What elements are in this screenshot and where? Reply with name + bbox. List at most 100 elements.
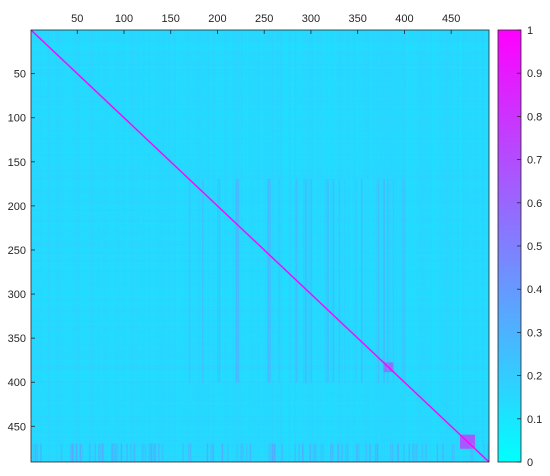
- heatmap-region-stripe: [240, 443, 242, 462]
- heatmap-row-stripe: [31, 172, 489, 174]
- heatmap-region-stripe: [325, 178, 327, 383]
- heatmap-row-stripe: [31, 151, 489, 153]
- heatmap-row-stripe: [31, 220, 489, 222]
- heatmap-column-stripe: [322, 30, 324, 462]
- heatmap-row-stripe: [31, 268, 489, 270]
- heatmap-region-stripe: [102, 443, 104, 462]
- heatmap-row-stripe: [31, 413, 489, 415]
- heatmap-region-stripe: [309, 443, 311, 462]
- heatmap-column-stripe: [213, 30, 215, 462]
- heatmap-column-stripe: [95, 30, 97, 462]
- x-tick-label: 50: [71, 13, 83, 25]
- heatmap-region-stripe: [202, 178, 204, 383]
- heatmap-region-stripe: [470, 443, 472, 462]
- heatmap-region-stripe: [98, 443, 100, 462]
- x-tick-label: 350: [348, 13, 366, 25]
- heatmap-region-stripe: [294, 443, 296, 462]
- heatmap-column-stripe: [451, 30, 453, 462]
- heatmap-region-stripe: [377, 178, 380, 383]
- heatmap-row-stripe: [31, 178, 489, 180]
- heatmap-region-stripe: [397, 443, 399, 462]
- heatmap-region-stripe: [403, 178, 406, 383]
- heatmap-region-stripe: [421, 443, 424, 462]
- heatmap-row-stripe: [31, 59, 489, 61]
- heatmap-row-stripe: [31, 265, 489, 267]
- heatmap-row-stripe: [31, 458, 489, 460]
- heatmap-column-stripe: [258, 30, 260, 462]
- heatmap-row-stripe: [31, 254, 489, 256]
- heatmap-row-stripe: [31, 236, 489, 238]
- heatmap-row-stripe: [31, 357, 489, 360]
- heatmap-row-stripe: [31, 342, 489, 344]
- heatmap-region-stripe: [331, 178, 333, 383]
- heatmap-region-stripe: [130, 443, 132, 462]
- heatmap-row-stripe: [31, 149, 489, 151]
- x-tick-label: 400: [395, 13, 413, 25]
- heatmap-column-stripe: [305, 30, 307, 462]
- heatmap-row-stripe: [31, 201, 489, 203]
- heatmap-column-stripe: [465, 30, 467, 462]
- heatmap-column-stripe: [117, 30, 120, 462]
- heatmap-column-stripe: [280, 30, 282, 462]
- heatmap-region-stripe: [270, 443, 272, 462]
- heatmap-region-stripe: [338, 178, 340, 383]
- heatmap-column-stripe: [36, 30, 38, 462]
- heatmap-column-stripe: [61, 30, 63, 462]
- heatmap-region-stripe: [327, 178, 329, 383]
- x-tick-label: 150: [162, 13, 180, 25]
- heatmap-region-stripe: [126, 443, 128, 462]
- heatmap-row-stripe: [31, 186, 489, 188]
- heatmap-column-stripe: [232, 30, 235, 462]
- heatmap-region-stripe: [242, 443, 244, 462]
- heatmap-column-stripe: [134, 30, 136, 462]
- heatmap-region-stripe: [403, 443, 405, 462]
- heatmap-region-stripe: [313, 443, 315, 462]
- heatmap-column-stripe: [283, 30, 285, 462]
- heatmap-row-stripe: [31, 381, 489, 383]
- heatmap-row-stripe: [31, 252, 489, 254]
- heatmap-region-stripe: [143, 443, 145, 462]
- heatmap-row-stripe: [31, 53, 489, 55]
- heatmap-row-stripe: [31, 69, 489, 71]
- heatmap-region-stripe: [308, 178, 311, 383]
- heatmap-column-stripe: [333, 30, 335, 462]
- heatmap-column-stripe: [159, 30, 162, 462]
- heatmap-column-stripe: [230, 30, 232, 462]
- heatmap-column-stripe: [188, 30, 190, 462]
- heatmap-region-stripe: [227, 443, 229, 462]
- heatmap-column-stripe: [359, 30, 361, 462]
- heatmap-row-stripe: [31, 111, 489, 114]
- heatmap-region-stripe: [100, 443, 102, 462]
- heatmap-region-stripe: [72, 443, 74, 462]
- heatmap-row-stripe: [31, 320, 489, 322]
- heatmap-row-stripe: [31, 154, 489, 156]
- heatmap-column-stripe: [336, 30, 338, 462]
- heatmap-column-stripe: [431, 30, 434, 462]
- heatmap-region-stripe: [249, 443, 252, 462]
- y-axis-left: 50 100 150 200 250 300 350 400 450: [8, 69, 35, 433]
- y-tick-label: 450: [8, 421, 26, 433]
- colorbar-tick-label: 1: [527, 25, 533, 37]
- heatmap-row-stripe: [31, 373, 489, 375]
- heatmap-row-stripe: [31, 262, 489, 264]
- heatmap-region-stripe: [344, 178, 346, 383]
- colorbar-tick-label: 0.8: [527, 111, 542, 123]
- heatmap-column-stripe: [244, 30, 246, 462]
- heatmap-region-stripe: [182, 443, 184, 462]
- heatmap-row-stripe: [31, 455, 489, 457]
- heatmap-region-stripe: [237, 178, 239, 383]
- heatmap-row-stripe: [31, 405, 489, 407]
- heatmap-row-stripe: [31, 270, 489, 272]
- heatmap-region-stripe: [60, 443, 63, 462]
- heatmap-row-stripe: [31, 273, 489, 275]
- heatmap-column-stripe: [109, 30, 111, 462]
- heatmap-row-stripe: [31, 35, 489, 37]
- heatmap-column-stripe: [123, 30, 125, 462]
- heatmap-column-stripe: [274, 30, 277, 462]
- heatmap-column-stripe: [440, 30, 442, 462]
- heatmap-row-stripe: [31, 397, 489, 399]
- heatmap-row-stripe: [31, 302, 489, 304]
- heatmap-row-stripe: [31, 371, 489, 373]
- heatmap-region-stripe: [94, 443, 96, 462]
- heatmap-row-stripe: [31, 51, 489, 53]
